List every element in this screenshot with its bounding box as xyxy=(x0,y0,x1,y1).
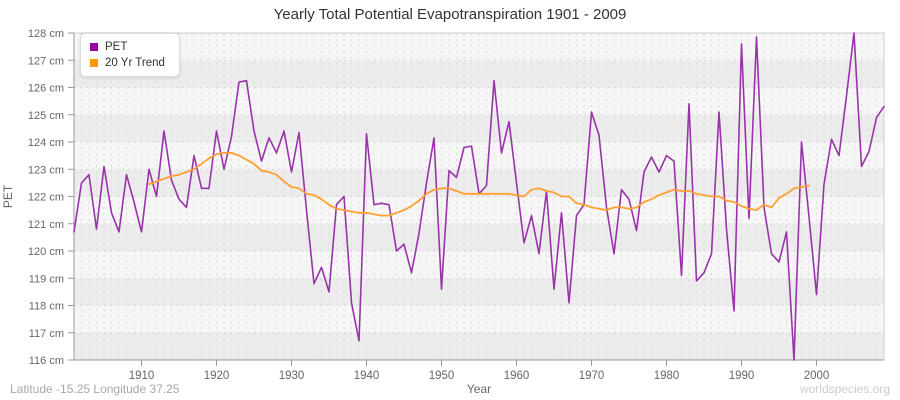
y-tick-label: 120 cm xyxy=(28,246,64,258)
y-tick-label: 118 cm xyxy=(29,301,64,313)
y-tick-label: 127 cm xyxy=(28,55,64,67)
y-tick-label: 116 cm xyxy=(29,355,64,367)
chart-title: Yearly Total Potential Evapotranspiratio… xyxy=(273,6,627,23)
y-tick-label: 125 cm xyxy=(28,110,64,122)
x-tick-label: 1990 xyxy=(729,370,755,382)
y-tick-label: 121 cm xyxy=(28,219,64,231)
y-tick-label: 123 cm xyxy=(28,164,64,176)
legend-label-trend: 20 Yr Trend xyxy=(105,57,165,69)
trend-series-swatch xyxy=(90,59,98,67)
x-tick-label: 1950 xyxy=(429,370,455,382)
x-tick-label: 1980 xyxy=(654,370,680,382)
x-tick-label: 2000 xyxy=(804,370,830,382)
x-tick-label: 1960 xyxy=(504,370,530,382)
legend-item-pet: PET xyxy=(90,39,165,55)
x-tick-label: 1910 xyxy=(129,370,155,382)
y-tick-label: 122 cm xyxy=(28,192,64,204)
trend-series-line xyxy=(148,151,810,217)
plot-band xyxy=(74,142,884,170)
legend-label-pet: PET xyxy=(105,41,128,53)
x-tick-label: 1920 xyxy=(204,370,230,382)
y-tick-label: 126 cm xyxy=(28,83,64,95)
y-tick-label: 117 cm xyxy=(29,328,64,340)
x-tick-label: 1940 xyxy=(354,370,380,382)
legend-item-trend: 20 Yr Trend xyxy=(90,55,165,71)
plot-band xyxy=(74,114,884,142)
x-tick-label: 1930 xyxy=(279,370,305,382)
y-axis-title: PET xyxy=(1,184,15,208)
legend: PET 20 Yr Trend xyxy=(80,33,180,77)
x-tick-label: 1970 xyxy=(579,370,605,382)
x-axis-title: Year xyxy=(467,382,491,396)
y-tick-label: 124 cm xyxy=(28,137,64,149)
footer-watermark: worldspecies.org xyxy=(799,382,890,396)
pet-series-swatch xyxy=(90,43,98,51)
footer-location-label: Latitude -15.25 Longitude 37.25 xyxy=(10,382,180,396)
plot-band xyxy=(74,87,884,115)
y-tick-label: 119 cm xyxy=(29,273,64,285)
y-tick-label: 128 cm xyxy=(28,28,64,40)
